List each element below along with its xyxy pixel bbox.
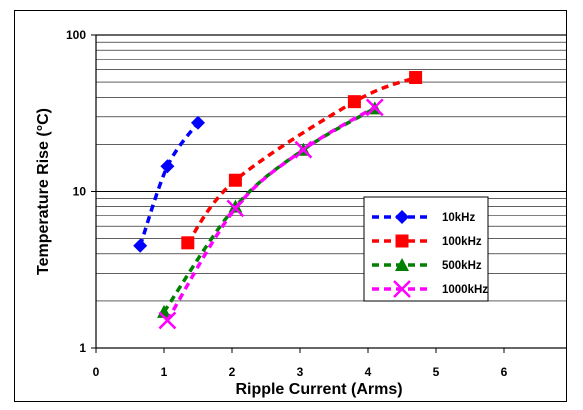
data-point-100kHz	[347, 95, 361, 109]
x-axis-title: Ripple Current (Arms)	[235, 381, 402, 398]
legend-marker	[395, 210, 409, 224]
y-tick-label: 1	[79, 341, 86, 355]
legend	[363, 196, 489, 302]
data-point-100kHz	[181, 236, 195, 250]
x-tick-label: 4	[365, 365, 372, 379]
x-tick-label: 1	[161, 365, 168, 379]
x-tick-label: 2	[229, 365, 236, 379]
legend-marker	[395, 234, 409, 248]
x-tick-label: 6	[501, 365, 508, 379]
x-tick-label: 3	[297, 365, 304, 379]
temperature-rise-chart: 01234567110100Ripple Current (Arms)Tempe…	[35, 28, 566, 398]
legend-marker	[395, 258, 409, 271]
series-line-500kHz	[162, 106, 376, 313]
legend-marker	[393, 280, 411, 298]
data-point-100kHz	[228, 173, 242, 187]
data-point-100kHz	[409, 71, 423, 85]
y-tick-label: 10	[73, 185, 87, 199]
x-tick-label: 0	[93, 365, 100, 379]
x-tick-label: 5	[433, 365, 440, 379]
legend-label: 1000kHz	[442, 284, 488, 296]
data-point-10kHz	[160, 159, 175, 174]
data-point-1000kHz	[158, 311, 177, 330]
y-tick-label: 100	[66, 28, 86, 42]
chart-frame: 01234567110100Ripple Current (Arms)Tempe…	[14, 10, 567, 402]
data-point-1000kHz	[365, 98, 384, 117]
data-point-10kHz	[133, 238, 148, 253]
series-line-1000kHz	[165, 105, 376, 322]
data-point-1000kHz	[294, 140, 313, 159]
legend-label: 100kHz	[442, 236, 482, 248]
legend-label: 10kHz	[442, 212, 475, 224]
data-point-10kHz	[191, 115, 205, 130]
data-point-1000kHz	[226, 199, 245, 218]
y-axis-title: Temperature Rise (°C)	[35, 108, 52, 275]
legend-label: 500kHz	[442, 260, 482, 272]
